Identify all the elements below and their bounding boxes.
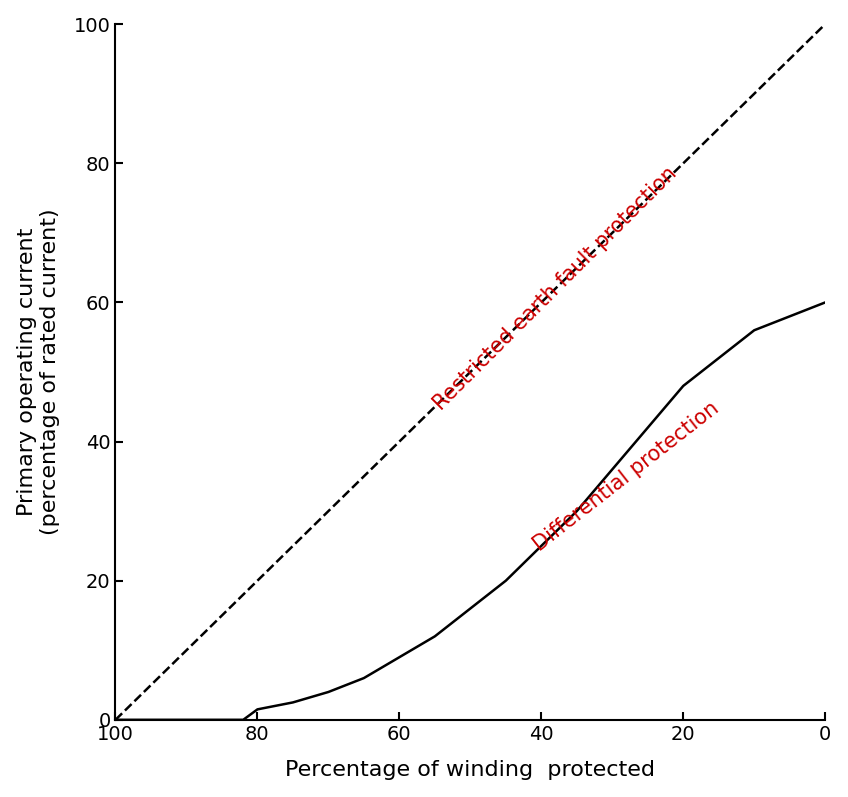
- X-axis label: Percentage of winding  protected: Percentage of winding protected: [285, 760, 656, 780]
- Text: Restricted earth fault protection: Restricted earth fault protection: [430, 163, 681, 414]
- Y-axis label: Primary operating current
(percentage of rated current): Primary operating current (percentage of…: [17, 209, 60, 536]
- Text: Differential protection: Differential protection: [530, 398, 723, 555]
